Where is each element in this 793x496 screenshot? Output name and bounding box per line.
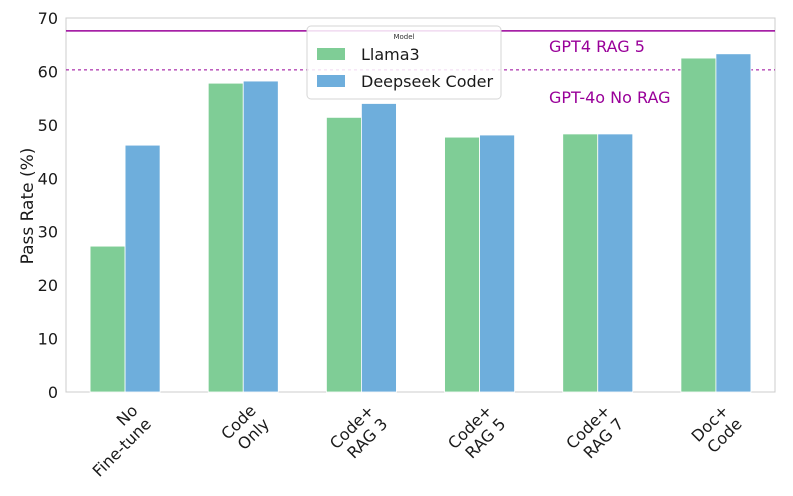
legend: Model Llama3 Deepseek Coder: [306, 25, 502, 100]
x-tick-label: Code+RAG 3: [326, 401, 391, 462]
y-axis-label: Pass Rate (%): [18, 148, 38, 265]
x-tick-label: Code+RAG 7: [562, 401, 627, 462]
bar-llama3-3: [444, 136, 480, 393]
y-tick-label: 20: [38, 276, 58, 295]
y-tick-label: 70: [38, 9, 58, 28]
bar-deepseek-coder-1: [242, 80, 279, 393]
y-tick-label: 60: [38, 62, 58, 81]
bar-llama3-5: [680, 57, 717, 393]
plot-frame: [65, 17, 776, 393]
x-tick-label: Doc+Code: [688, 401, 746, 457]
y-tick-label: 50: [38, 116, 58, 135]
bar-llama3-4: [562, 133, 599, 393]
y-tick-label: 10: [38, 330, 58, 349]
legend-label: Deepseek Coder: [361, 72, 494, 91]
legend-swatch-0: [317, 48, 345, 60]
bar-deepseek-coder-2: [361, 103, 397, 393]
bar-deepseek-coder-3: [479, 134, 515, 393]
bars-group: [89, 53, 752, 393]
legend-title: Model: [393, 33, 414, 41]
y-tick-label: 30: [38, 223, 58, 242]
bar-deepseek-coder-5: [715, 53, 752, 393]
reference-line-label: GPT4 RAG 5: [549, 37, 645, 56]
bar-llama3-1: [207, 82, 244, 393]
plot-area: [65, 17, 776, 393]
legend-swatch-1: [317, 75, 345, 87]
x-tick-label: Code+RAG 5: [444, 401, 509, 462]
y-tick-label: 0: [48, 383, 58, 402]
legend-box: [306, 25, 502, 100]
bar-llama3-0: [89, 245, 126, 393]
bar-deepseek-coder-0: [124, 144, 161, 393]
y-axis-ticks: 0 10 20 30 40 50 60 70: [38, 9, 58, 402]
bar-llama3-2: [326, 116, 362, 393]
reference-line-label: GPT-4o No RAG: [549, 88, 671, 107]
bar-deepseek-coder-4: [597, 133, 634, 393]
legend-label: Llama3: [361, 45, 420, 64]
y-tick-label: 40: [38, 169, 58, 188]
